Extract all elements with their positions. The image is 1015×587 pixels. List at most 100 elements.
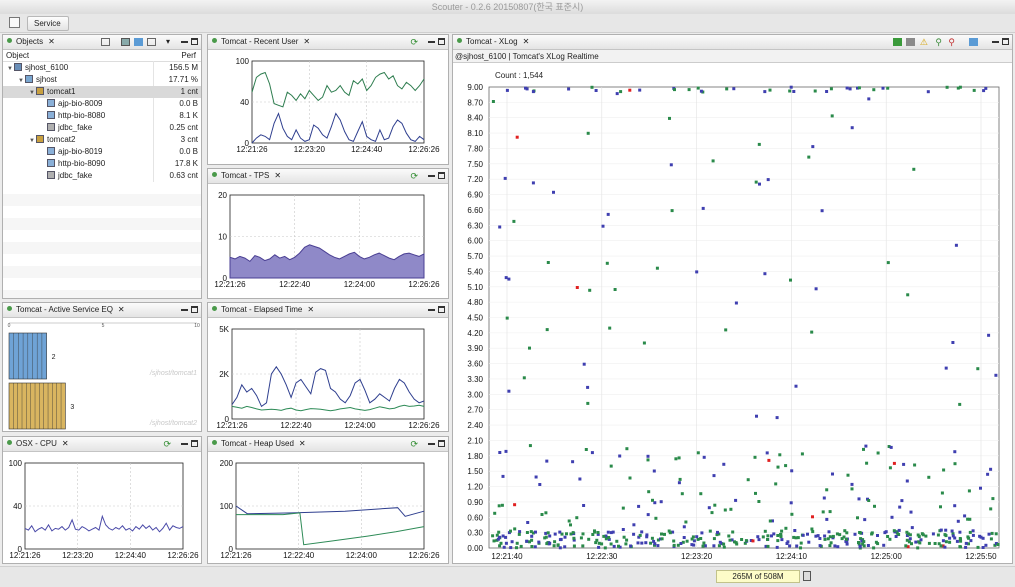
y-tick-label: 6.90 — [467, 191, 483, 200]
refresh-icon[interactable]: ⟳ — [410, 171, 418, 181]
tree-row[interactable]: ▼ sjhost_6100 156.5 M — [3, 62, 201, 74]
xlog-point — [882, 543, 886, 547]
y-tick-label: 40 — [13, 502, 22, 511]
xlog-point — [845, 537, 848, 541]
xlog-point — [955, 539, 959, 543]
xlog-point — [905, 479, 909, 483]
xlog-point — [898, 505, 902, 509]
minimize-icon[interactable] — [428, 172, 435, 177]
xlog-point — [653, 542, 657, 546]
xlog-point — [958, 545, 962, 549]
maximize-icon[interactable] — [438, 38, 445, 45]
xlog-scatter-chart[interactable]: 0.00 0.30 0.60 0.90 1.20 1.50 1.80 2.10 2.40 2.70… — [453, 63, 1012, 563]
tree-row[interactable]: jdbc_fake 0.63 cnt — [3, 170, 201, 182]
trash-icon[interactable] — [803, 571, 811, 581]
maximize-icon[interactable] — [438, 306, 445, 313]
xlog-point — [497, 530, 501, 534]
search-icon[interactable]: ⚲ — [935, 37, 942, 47]
column-header-perf[interactable]: Perf — [181, 51, 196, 60]
expand-arrow-icon[interactable]: ▼ — [7, 66, 13, 72]
tree-row[interactable]: ajp-bio-8019 0.0 B — [3, 146, 201, 158]
tree-row[interactable]: ▼ tomcat1 1 cnt — [3, 86, 201, 98]
tree-row[interactable]: ▼ sjhost 17.71 % — [3, 74, 201, 86]
xlog-point — [621, 528, 625, 531]
xlog-point — [544, 511, 548, 515]
view-icon[interactable] — [134, 38, 143, 46]
close-icon[interactable]: ✕ — [522, 37, 530, 46]
close-icon[interactable]: ✕ — [117, 305, 125, 314]
view-menu-icon[interactable]: ▾ — [166, 37, 171, 46]
xlog-point — [924, 534, 928, 538]
xlog-point — [679, 542, 683, 545]
minimize-icon[interactable] — [428, 306, 435, 311]
maximize-icon[interactable] — [191, 38, 198, 45]
close-icon[interactable]: ✕ — [274, 171, 282, 180]
y-tick-label: 3.90 — [467, 344, 483, 353]
xlog-point — [833, 544, 837, 548]
y-tick-label: 2.40 — [467, 421, 483, 430]
x-tick-label: 12:21:26 — [216, 421, 248, 430]
xlog-point — [637, 504, 641, 508]
tree-row[interactable]: ▼ tomcat2 3 cnt — [3, 134, 201, 146]
tree-row[interactable]: http-bio-8090 17.8 K — [3, 158, 201, 170]
config-icon[interactable] — [969, 38, 978, 46]
xlog-point — [845, 540, 849, 544]
close-icon[interactable]: ✕ — [48, 37, 55, 46]
minimize-icon[interactable] — [181, 306, 188, 311]
monitor-icon[interactable] — [121, 38, 130, 46]
elapsed-time-title: Tomcat - Elapsed Time ✕ — [212, 305, 314, 315]
x-tick-label: 12:21:26 — [220, 551, 252, 560]
empty-row — [3, 182, 201, 194]
perspective-tab-service[interactable]: Service — [27, 16, 69, 31]
warning-icon[interactable]: ⚠ — [919, 37, 928, 47]
filter-icon[interactable] — [147, 38, 156, 46]
xlog-point — [892, 529, 896, 533]
maximize-icon[interactable] — [438, 172, 445, 179]
maximize-icon[interactable] — [438, 440, 445, 447]
tree-row[interactable]: ajp-bio-8009 0.0 B — [3, 98, 201, 110]
refresh-icon[interactable]: ⟳ — [410, 439, 418, 449]
tree-row-label: tomcat1 — [47, 87, 76, 96]
heap-memory-indicator[interactable]: 265M of 508M — [716, 570, 800, 583]
xlog-header: Tomcat - XLog ✕ ⚠ ⚲ ⚲ — [453, 35, 1012, 50]
maximize-icon[interactable] — [1002, 38, 1009, 45]
refresh-icon[interactable]: ⟳ — [163, 439, 171, 449]
zoom-icon[interactable] — [893, 38, 902, 46]
xlog-point — [846, 473, 850, 477]
minimize-icon[interactable] — [428, 38, 435, 43]
elapsed-time-window-buttons — [425, 306, 445, 314]
xlog-point — [638, 533, 642, 537]
xlog-point — [607, 537, 611, 541]
expand-arrow-icon[interactable]: ▼ — [29, 138, 35, 144]
close-icon[interactable]: ✕ — [307, 305, 315, 314]
tree-row[interactable]: jdbc_fake 0.25 cnt — [3, 122, 201, 134]
xlog-point — [942, 468, 946, 472]
xlog-point — [951, 534, 955, 538]
tree-row[interactable]: http-bio-8080 8.1 K — [3, 110, 201, 122]
search-error-icon[interactable]: ⚲ — [948, 37, 955, 47]
xlog-point — [969, 539, 973, 543]
maximize-icon[interactable] — [191, 306, 198, 313]
objects-table: Object Perf ▼ sjhost_6100 156.5 M ▼ sjhost 17… — [3, 50, 201, 298]
xlog-point — [727, 534, 731, 538]
column-header-object[interactable]: Object — [6, 51, 30, 60]
filter-icon[interactable] — [906, 38, 915, 46]
minimize-icon[interactable] — [992, 38, 999, 43]
maximize-icon[interactable] — [191, 440, 198, 447]
y-tick-label: 8.70 — [467, 98, 483, 107]
close-icon[interactable]: ✕ — [303, 37, 311, 46]
xlog-point — [743, 541, 747, 545]
close-icon[interactable]: ✕ — [298, 439, 306, 448]
xlog-point — [810, 330, 814, 334]
perspective-icon[interactable] — [9, 17, 20, 28]
xlog-point — [722, 462, 726, 466]
minimize-icon[interactable] — [428, 440, 435, 445]
minimize-icon[interactable] — [181, 38, 188, 43]
expand-arrow-icon[interactable]: ▼ — [29, 90, 35, 96]
collapse-all-icon[interactable] — [101, 38, 110, 46]
minimize-icon[interactable] — [181, 440, 188, 445]
close-icon[interactable]: ✕ — [61, 439, 69, 448]
refresh-icon[interactable]: ⟳ — [410, 37, 418, 47]
xlog-point — [513, 503, 517, 507]
expand-arrow-icon[interactable]: ▼ — [18, 78, 24, 84]
